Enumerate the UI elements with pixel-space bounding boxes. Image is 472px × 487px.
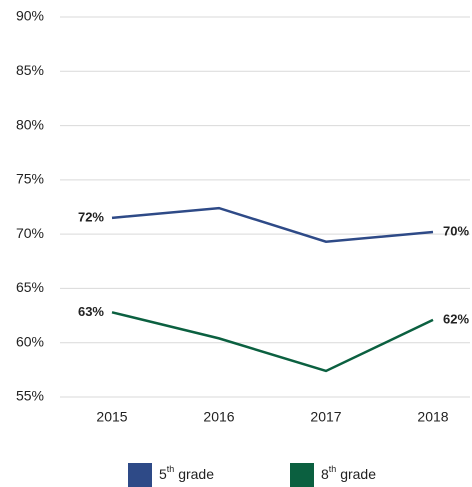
- legend-label: 8th grade: [321, 464, 376, 481]
- y-tick-label: 90%: [16, 8, 44, 24]
- y-tick-label: 55%: [16, 388, 44, 404]
- legend-swatch: [290, 463, 314, 487]
- value-label: 70%: [443, 223, 469, 238]
- value-label: 72%: [78, 209, 104, 224]
- x-tick-label: 2018: [417, 409, 448, 425]
- x-tick-label: 2016: [203, 409, 234, 425]
- y-tick-label: 85%: [16, 62, 44, 78]
- x-tick-label: 2017: [310, 409, 341, 425]
- y-tick-label: 65%: [16, 279, 44, 295]
- value-label: 62%: [443, 311, 469, 326]
- value-label: 63%: [78, 304, 104, 319]
- legend-swatch: [128, 463, 152, 487]
- y-tick-label: 70%: [16, 225, 44, 241]
- y-tick-label: 80%: [16, 116, 44, 132]
- x-tick-label: 2015: [96, 409, 127, 425]
- series-line: [111, 311, 434, 373]
- series-line: [111, 206, 434, 244]
- legend-label: 5th grade: [159, 464, 214, 481]
- y-tick-label: 60%: [16, 333, 44, 349]
- y-tick-label: 75%: [16, 171, 44, 187]
